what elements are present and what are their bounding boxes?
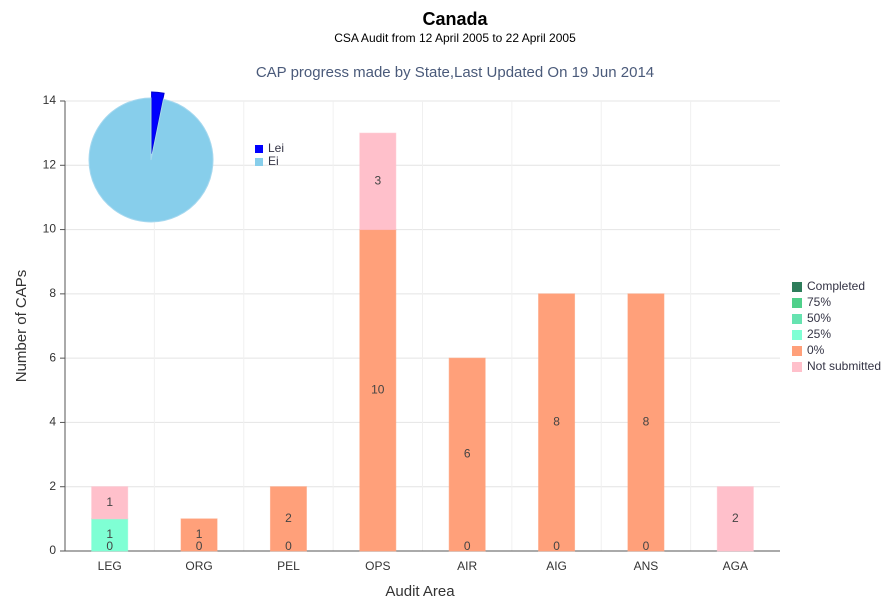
pie-slice: [88, 97, 214, 223]
x-tick-label: LEG: [98, 559, 122, 573]
y-tick-label: 10: [43, 222, 57, 236]
bar-segment: [627, 293, 665, 552]
legend-swatch: [792, 282, 802, 292]
data-label: 1: [196, 527, 203, 541]
bar-segment: [91, 518, 129, 552]
legend-swatch: [255, 158, 263, 166]
bar-segment: [359, 132, 397, 231]
y-tick-label: 14: [43, 93, 57, 107]
pie-slice: [151, 91, 165, 155]
y-tick-label: 8: [49, 286, 56, 300]
x-tick-label: OPS: [365, 559, 390, 573]
x-tick-label: PEL: [277, 559, 300, 573]
legend-label: Completed: [807, 279, 865, 293]
data-label: 8: [643, 415, 650, 429]
data-label: 0: [106, 539, 113, 553]
data-label: 8: [553, 415, 560, 429]
legend-swatch: [792, 362, 802, 372]
legend-label: 50%: [807, 311, 831, 325]
chart-title: CAP progress made by State,Last Updated …: [256, 64, 654, 81]
legend-label: 75%: [807, 295, 831, 309]
legend-label: 0%: [807, 343, 825, 357]
y-axis-label: Number of CAPs: [13, 270, 30, 383]
bar-segment: [359, 229, 397, 552]
x-tick-label: AIG: [546, 559, 567, 573]
data-label: 0: [196, 539, 203, 553]
y-tick-label: 2: [49, 479, 56, 493]
bar-segment: [448, 357, 486, 552]
title: Canada: [422, 9, 488, 29]
data-label: 6: [464, 447, 471, 461]
legend-label: Not submitted: [807, 359, 881, 373]
y-tick-label: 6: [49, 350, 56, 364]
legend-swatch: [255, 145, 263, 153]
legend-label: Lei: [268, 141, 284, 155]
x-axis-label: Audit Area: [385, 583, 455, 600]
legend-swatch: [792, 314, 802, 324]
legend-swatch: [792, 298, 802, 308]
x-tick-label: ANS: [634, 559, 659, 573]
data-label: 2: [732, 511, 739, 525]
legend-label: Ei: [268, 154, 279, 168]
x-tick-label: AIR: [457, 559, 477, 573]
data-label: 0: [285, 539, 292, 553]
legend-label: 25%: [807, 327, 831, 341]
subtitle: CSA Audit from 12 April 2005 to 22 April…: [334, 31, 576, 45]
data-label: 0: [643, 539, 650, 553]
data-label: 0: [553, 539, 560, 553]
y-tick-label: 0: [49, 543, 56, 557]
bar-segment: [269, 486, 307, 552]
data-label: 1: [106, 527, 113, 541]
legend-swatch: [792, 330, 802, 340]
x-tick-label: ORG: [185, 559, 212, 573]
data-label: 0: [464, 539, 471, 553]
bar-segment: [180, 518, 218, 552]
y-tick-label: 4: [49, 415, 56, 429]
data-label: 10: [371, 382, 385, 396]
data-label: 2: [285, 511, 292, 525]
bar-segment: [716, 486, 754, 552]
x-tick-label: AGA: [723, 559, 748, 573]
data-label: 1: [106, 495, 113, 509]
bar-segment: [538, 293, 576, 552]
bar-segment: [91, 486, 129, 520]
data-label: 3: [374, 174, 381, 188]
legend-swatch: [792, 346, 802, 356]
y-tick-label: 12: [43, 157, 57, 171]
